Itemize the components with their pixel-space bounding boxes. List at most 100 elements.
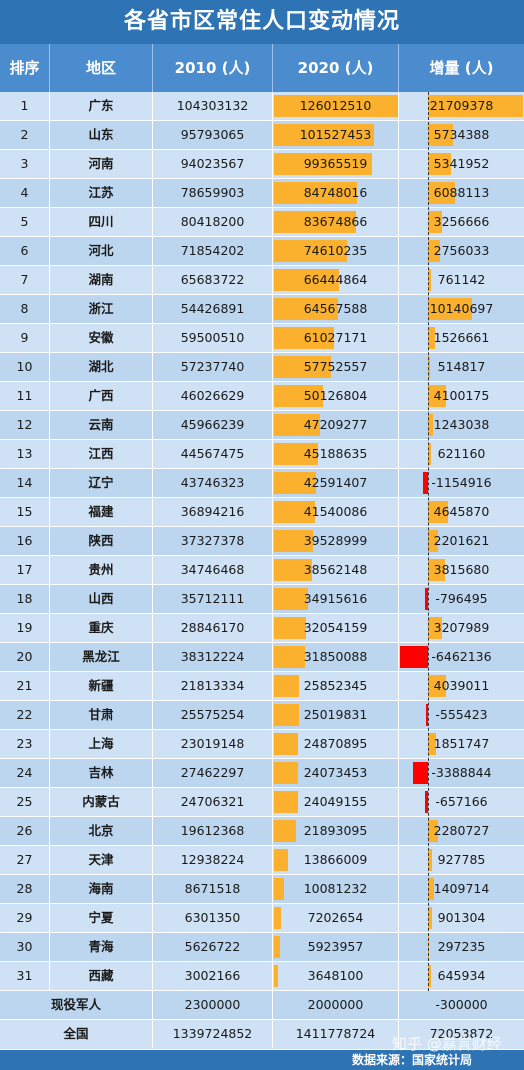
summary-increase: -300000 — [435, 997, 488, 1012]
pop2020-cell: 13866009 — [273, 846, 399, 874]
increase-value: -796495 — [435, 591, 488, 606]
bar-2020 — [274, 472, 316, 494]
pop2020-value: 25019831 — [303, 707, 368, 722]
summary-2010: 2300000 — [153, 991, 273, 1019]
rank-cell: 24 — [0, 759, 50, 787]
increase-value: 297235 — [437, 939, 486, 954]
pop2010-cell: 25575254 — [153, 701, 273, 729]
pop2010-cell: 6301350 — [153, 904, 273, 932]
region-cell: 浙江 — [50, 295, 153, 323]
pop2010-cell: 80418200 — [153, 208, 273, 236]
pop2020-value: 126012510 — [299, 98, 372, 113]
pop2020-value: 25852345 — [303, 678, 368, 693]
region-cell: 内蒙古 — [50, 788, 153, 816]
pop2010-cell: 23019148 — [153, 730, 273, 758]
increase-cell: 761142 — [399, 266, 524, 294]
bar-2020 — [274, 588, 309, 610]
summary-label: 现役军人 — [0, 991, 153, 1019]
rank-cell: 18 — [0, 585, 50, 613]
bar-2020 — [274, 675, 300, 697]
pop2020-value: 50126804 — [303, 388, 368, 403]
increase-cell: 1526661 — [399, 324, 524, 352]
increase-value: -6462136 — [431, 649, 492, 664]
pop2010-cell: 37327378 — [153, 527, 273, 555]
rank-cell: 8 — [0, 295, 50, 323]
summary-increase: 72053872 — [429, 1026, 494, 1041]
table-row: 1 广东 104303132 126012510 21709378 — [0, 92, 524, 121]
increase-cell: 1243038 — [399, 411, 524, 439]
pop2020-value: 31850088 — [303, 649, 368, 664]
bar-increase — [428, 182, 455, 204]
increase-cell: 1851747 — [399, 730, 524, 758]
rank-cell: 3 — [0, 150, 50, 178]
summary-label: 全国 — [0, 1020, 153, 1048]
rank-cell: 5 — [0, 208, 50, 236]
bar-increase — [428, 965, 431, 987]
source-text: 数据来源：国家统计局 — [351, 1053, 472, 1067]
table-row: 16 陕西 37327378 39528999 2201621 — [0, 527, 524, 556]
increase-value: -1154916 — [431, 475, 492, 490]
table-row: 15 福建 36894216 41540086 4645870 — [0, 498, 524, 527]
increase-cell: 3256666 — [399, 208, 524, 236]
table-row: 27 天津 12938224 13866009 927785 — [0, 846, 524, 875]
pop2020-cell: 7202654 — [273, 904, 399, 932]
pop2020-cell: 10081232 — [273, 875, 399, 903]
pop2020-cell: 99365519 — [273, 150, 399, 178]
increase-value: 3815680 — [433, 562, 490, 577]
pop2010-cell: 5626722 — [153, 933, 273, 961]
increase-value: -657166 — [435, 794, 488, 809]
bar-2020 — [274, 95, 398, 117]
pop2020-cell: 45188635 — [273, 440, 399, 468]
bar-increase — [428, 617, 443, 639]
pop2020-value: 47209277 — [303, 417, 368, 432]
table-row: 28 海南 8671518 10081232 1409714 — [0, 875, 524, 904]
increase-cell: -1154916 — [399, 469, 524, 497]
table-row: 7 湖南 65683722 66444864 761142 — [0, 266, 524, 295]
pop2020-cell: 21893095 — [273, 817, 399, 845]
table-row: 30 青海 5626722 5923957 297235 — [0, 933, 524, 962]
pop2010-cell: 44567475 — [153, 440, 273, 468]
bar-increase — [424, 588, 428, 610]
region-cell: 江苏 — [50, 179, 153, 207]
table-row: 31 西藏 3002166 3648100 645934 — [0, 962, 524, 991]
increase-cell: 4100175 — [399, 382, 524, 410]
region-cell: 贵州 — [50, 556, 153, 584]
pop2020-cell: 25019831 — [273, 701, 399, 729]
rank-cell: 13 — [0, 440, 50, 468]
bar-increase — [428, 907, 432, 929]
increase-cell: -796495 — [399, 585, 524, 613]
increase-value: 10140697 — [429, 301, 494, 316]
table-row: 20 黑龙江 38312224 31850088 -6462136 — [0, 643, 524, 672]
region-cell: 陕西 — [50, 527, 153, 555]
header-region: 地区 — [50, 44, 153, 92]
pop2010-cell: 35712111 — [153, 585, 273, 613]
rank-cell: 16 — [0, 527, 50, 555]
increase-cell: 5734388 — [399, 121, 524, 149]
pop2020-value: 42591407 — [303, 475, 368, 490]
table-row: 9 安徽 59500510 61027171 1526661 — [0, 324, 524, 353]
region-cell: 云南 — [50, 411, 153, 439]
watermark: 知乎 @嘉言财经 — [392, 1035, 502, 1053]
pop2020-value: 41540086 — [303, 504, 368, 519]
region-cell: 重庆 — [50, 614, 153, 642]
table-row: 13 江西 44567475 45188635 621160 — [0, 440, 524, 469]
pop2020-value: 61027171 — [303, 330, 368, 345]
pop2020-cell: 83674866 — [273, 208, 399, 236]
region-cell: 湖北 — [50, 353, 153, 381]
header-rank: 排序 — [0, 44, 50, 92]
rank-cell: 20 — [0, 643, 50, 671]
increase-cell: 1409714 — [399, 875, 524, 903]
rank-cell: 25 — [0, 788, 50, 816]
increase-value: 3207989 — [433, 620, 490, 635]
pop2020-cell: 24870895 — [273, 730, 399, 758]
bar-increase — [428, 501, 449, 523]
region-cell: 黑龙江 — [50, 643, 153, 671]
region-cell: 湖南 — [50, 266, 153, 294]
rank-cell: 9 — [0, 324, 50, 352]
table-row: 25 内蒙古 24706321 24049155 -657166 — [0, 788, 524, 817]
pop2020-cell: 39528999 — [273, 527, 399, 555]
region-cell: 甘肃 — [50, 701, 153, 729]
increase-cell: 645934 — [399, 962, 524, 990]
increase-cell: 514817 — [399, 353, 524, 381]
